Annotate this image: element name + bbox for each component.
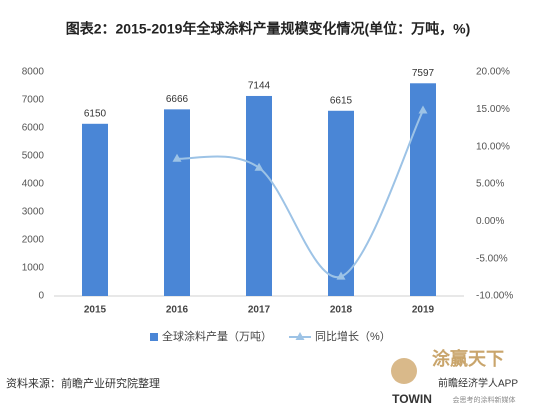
y2-tick-label: 0.00% <box>476 216 504 227</box>
y-tick-label: 8000 <box>22 67 45 78</box>
watermark: 涂赢天下 <box>432 348 504 369</box>
data-label: 7597 <box>412 68 435 79</box>
y2-tick-label: -5.00% <box>476 253 508 264</box>
logo <box>391 358 417 384</box>
watermark: 会思考的涂料新媒体 <box>453 395 516 404</box>
y-tick-label: 6000 <box>22 123 45 134</box>
x-tick-label: 2017 <box>248 305 271 316</box>
bar <box>164 109 190 297</box>
data-label: 7144 <box>248 81 271 92</box>
legend-swatch <box>295 332 305 340</box>
x-tick-label: 2018 <box>330 305 353 316</box>
x-tick-label: 2016 <box>166 305 189 316</box>
data-label: 6615 <box>330 95 353 106</box>
line <box>176 110 424 278</box>
y-tick-label: 5000 <box>22 151 45 162</box>
marker <box>172 153 182 162</box>
data-label: 6666 <box>166 94 189 105</box>
y2-tick-label: 5.00% <box>476 179 504 190</box>
data-label: 6150 <box>84 108 107 119</box>
y-tick-label: 2000 <box>22 235 45 246</box>
bar <box>82 123 108 296</box>
y-tick-label: 3000 <box>22 207 45 218</box>
marker <box>254 162 264 171</box>
y-tick-label: 7000 <box>22 95 45 106</box>
watermark: 前瞻经济学人APP <box>438 377 518 390</box>
y2-tick-label: 20.00% <box>476 67 510 78</box>
legend-label: 全球涂料产量（万吨） <box>162 329 272 343</box>
y-tick-label: 1000 <box>22 263 45 274</box>
marker <box>418 105 428 114</box>
y2-tick-label: -10.00% <box>476 291 513 302</box>
x-tick-label: 2015 <box>84 305 107 316</box>
chart-title: 图表2：2015-2019年全球涂料产量规模变化情况(单位：万吨，%) <box>66 21 471 37</box>
y2-tick-label: 10.00% <box>476 141 510 152</box>
x-tick-label: 2019 <box>412 305 435 316</box>
bar <box>246 95 272 296</box>
legend-label: 同比增长（%） <box>315 329 391 343</box>
y-tick-label: 0 <box>38 291 44 302</box>
source: 资料来源：前瞻产业研究院整理 <box>6 376 160 390</box>
watermark: TOWIN <box>392 392 432 406</box>
y2-tick-label: 15.00% <box>476 104 510 115</box>
bar <box>410 83 436 296</box>
marker <box>336 271 346 280</box>
bar <box>328 110 354 296</box>
y-tick-label: 4000 <box>22 179 45 190</box>
legend-swatch <box>150 333 158 341</box>
